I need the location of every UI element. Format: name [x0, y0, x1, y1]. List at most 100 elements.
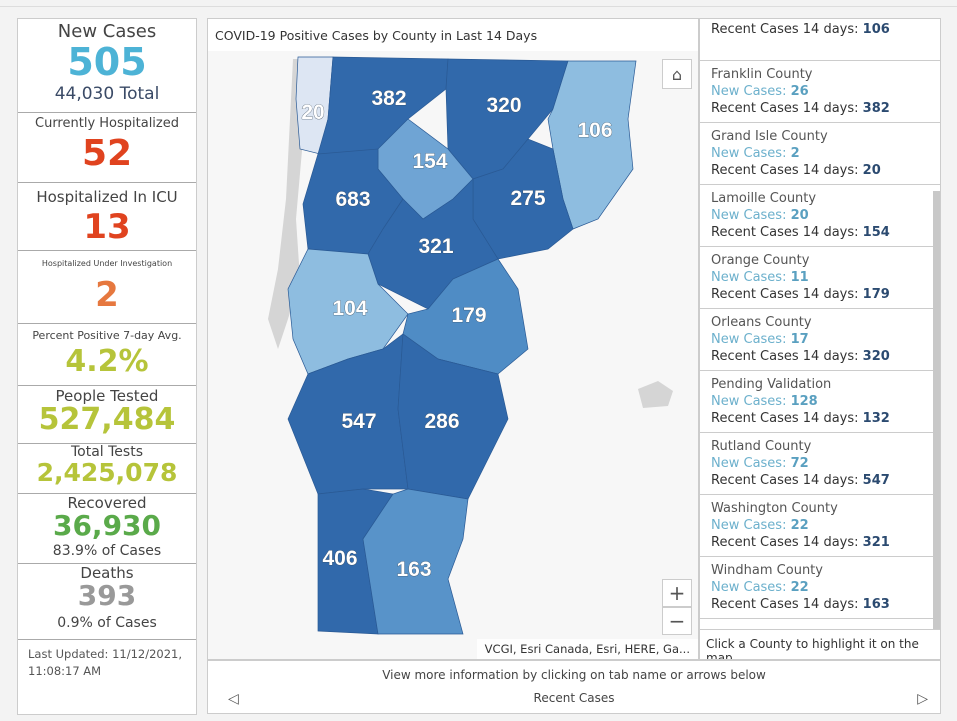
stat-recovered: Recovered 36,930 83.9% of Cases	[18, 494, 196, 564]
stat-value: 52	[81, 132, 133, 174]
recent-cases-value: 320	[862, 349, 890, 364]
county-list-item[interactable]: New Cases: 13 Recent Cases 14 days: 106	[700, 19, 940, 61]
stat-value: 505	[67, 39, 147, 84]
county-name: Franklin County	[711, 67, 813, 82]
recent-cases-value: 154	[862, 225, 890, 240]
stat-sub: 83.9% of Cases	[52, 543, 162, 560]
divider	[0, 6, 957, 7]
stat-title: New Cases	[57, 21, 157, 42]
last-updated: Last Updated: 11/12/2021, 11:08:17 AM	[28, 647, 183, 679]
stat-title: Hospitalized Under Investigation	[41, 259, 173, 268]
prev-arrow-icon[interactable]: ◁	[228, 691, 239, 707]
county-name: Lamoille County	[711, 191, 817, 206]
new-cases: New Cases: 2	[711, 145, 929, 162]
recent-cases-label: Recent Cases 14 days:	[711, 597, 863, 612]
county-name: Grand Isle County	[711, 129, 828, 144]
zoom-in-button[interactable]: +	[662, 579, 692, 607]
stat-under-investigation: Hospitalized Under Investigation 2	[18, 251, 196, 324]
tab-navigator: View more information by clicking on tab…	[207, 660, 941, 714]
recent-cases-label: Recent Cases 14 days:	[711, 535, 863, 550]
new-cases-value: 26	[790, 84, 809, 99]
stats-panel: New Cases 505 44,030 Total Currently Hos…	[17, 18, 197, 715]
county-list-item[interactable]: Orange County New Cases: 11 Recent Cases…	[700, 247, 940, 309]
county-list-item[interactable]: Lamoille County New Cases: 20 Recent Cas…	[700, 185, 940, 247]
county-label-lamoille: 154	[412, 150, 447, 173]
county-map[interactable]: 20 382 320 106 154 683 275 321 104 179 547 286 406 16…	[208, 19, 699, 660]
stat-icu: Hospitalized In ICU 13	[18, 183, 196, 251]
recent-cases-value: 106	[862, 22, 890, 37]
new-cases-value: 11	[790, 270, 809, 285]
stat-percent-positive: Percent Positive 7-day Avg. 4.2%	[18, 324, 196, 386]
new-cases-label: New Cases:	[711, 84, 791, 99]
county-list-item[interactable]: Pending Validation New Cases: 128 Recent…	[700, 371, 940, 433]
county-list-item[interactable]: Windham County New Cases: 22 Recent Case…	[700, 557, 940, 619]
county-label-rutland: 547	[341, 410, 376, 433]
stat-value: 2,425,078	[36, 458, 178, 488]
county-list-item[interactable]: Washington County New Cases: 22 Recent C…	[700, 495, 940, 557]
county-list-item[interactable]: Rutland County New Cases: 72 Recent Case…	[700, 433, 940, 495]
new-cases-value: 128	[790, 394, 818, 409]
county-label-grand-isle: 20	[301, 101, 324, 124]
new-cases: New Cases: 22	[711, 517, 929, 534]
stat-title: Currently Hospitalized	[35, 116, 179, 131]
new-cases-value: 72	[790, 456, 809, 471]
county-label-bennington: 406	[322, 547, 357, 570]
stat-sub: 0.9% of Cases	[57, 615, 157, 632]
stat-title: Hospitalized In ICU	[36, 188, 178, 206]
recent-cases-value: 179	[862, 287, 890, 302]
recent-cases-label: Recent Cases 14 days:	[711, 287, 863, 302]
county-name: Washington County	[711, 501, 838, 516]
new-cases: New Cases: 20	[711, 207, 929, 224]
recent-cases-value: 132	[862, 411, 890, 426]
stat-value: 13	[83, 207, 131, 248]
zoom-out-button[interactable]: −	[662, 607, 692, 635]
new-cases-label: New Cases:	[711, 518, 791, 533]
navigation-hint: View more information by clicking on tab…	[382, 668, 766, 682]
tab-recent-cases[interactable]: Recent Cases	[533, 691, 615, 705]
new-cases-value: 22	[790, 580, 809, 595]
new-cases: New Cases: 22	[711, 579, 929, 596]
county-name: Windham County	[711, 563, 823, 578]
home-button[interactable]: ⌂	[662, 59, 692, 89]
county-list-item[interactable]: Orleans County New Cases: 17 Recent Case…	[700, 309, 940, 371]
new-cases-label: New Cases:	[711, 19, 791, 20]
recent-cases: Recent Cases 14 days: 320	[711, 348, 929, 365]
scrollbar[interactable]	[933, 191, 940, 631]
county-label-windsor: 286	[424, 410, 459, 433]
county-orange[interactable]	[402, 258, 529, 375]
stat-sub: 44,030 Total	[54, 83, 160, 104]
recent-cases: Recent Cases 14 days: 382	[711, 100, 929, 117]
stat-value: 2	[95, 275, 119, 316]
recent-cases-value: 321	[862, 535, 890, 550]
next-arrow-icon[interactable]: ▷	[917, 691, 928, 707]
stat-new-cases: New Cases 505 44,030 Total	[18, 19, 196, 113]
county-name: Orleans County	[711, 315, 812, 330]
new-cases-value: 17	[790, 332, 809, 347]
county-label-orange: 179	[451, 304, 486, 327]
county-list-item[interactable]: Grand Isle County New Cases: 2 Recent Ca…	[700, 123, 940, 185]
stat-hospitalized: Currently Hospitalized 52	[18, 113, 196, 183]
county-list[interactable]: New Cases: 13 Recent Cases 14 days: 106F…	[699, 18, 941, 660]
county-name: Pending Validation	[711, 377, 832, 392]
new-cases: New Cases: 128	[711, 393, 929, 410]
stat-value: 4.2%	[65, 343, 149, 379]
county-windsor[interactable]	[397, 333, 509, 500]
stat-value: 527,484	[38, 402, 176, 438]
recent-cases: Recent Cases 14 days: 163	[711, 596, 929, 613]
county-windham[interactable]	[362, 488, 469, 635]
county-label-orleans: 320	[486, 94, 521, 117]
recent-cases-label: Recent Cases 14 days:	[711, 411, 863, 426]
county-label-caledonia: 275	[510, 187, 545, 210]
stat-title: Percent Positive 7-day Avg.	[32, 329, 182, 342]
county-name: Rutland County	[711, 439, 812, 454]
county-label-chittenden: 683	[335, 188, 370, 211]
new-cases-value: 20	[790, 208, 809, 223]
map-panel[interactable]: 20 382 320 106 154 683 275 321 104 179 547 286 406 16…	[207, 18, 699, 660]
recent-cases: Recent Cases 14 days: 179	[711, 286, 929, 303]
stat-title: Deaths	[80, 564, 134, 582]
new-cases-label: New Cases:	[711, 332, 791, 347]
county-list-item[interactable]: Franklin County New Cases: 26 Recent Cas…	[700, 61, 940, 123]
recent-cases-label: Recent Cases 14 days:	[711, 473, 863, 488]
county-label-windham: 163	[396, 558, 431, 581]
county-label-washington: 321	[418, 235, 453, 258]
